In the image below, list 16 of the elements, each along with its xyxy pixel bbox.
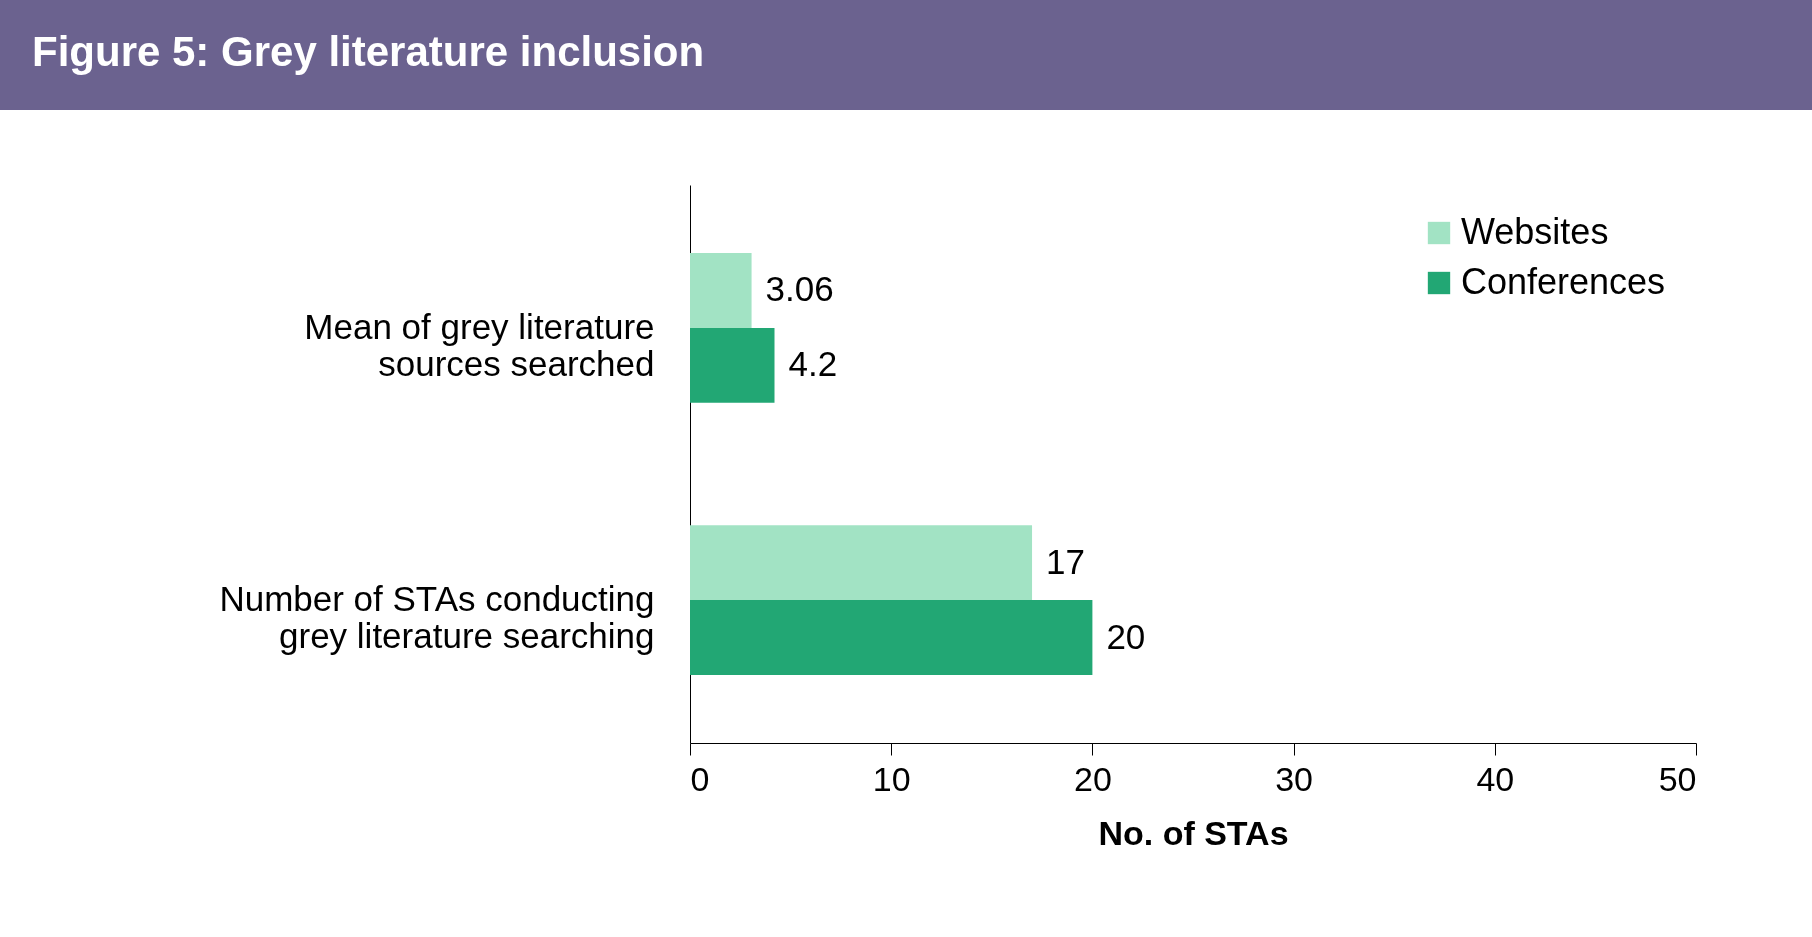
x-tick-label: 30	[1275, 759, 1314, 798]
x-tick-label: 20	[1073, 759, 1112, 798]
data-label: 20	[1106, 616, 1146, 656]
legend-label: Conferences	[1461, 261, 1666, 302]
data-label: 4.2	[788, 344, 838, 384]
y-tick-label: Number of STAs conducting grey literature searching	[219, 579, 655, 656]
x-tick-label: 10	[872, 759, 911, 798]
x-tick-label: 50	[1658, 759, 1697, 798]
x-axis-title: No. of STAs	[1098, 813, 1289, 852]
x-tick-label: 40	[1476, 759, 1515, 798]
data-label: 3.06	[765, 269, 834, 309]
y-tick-label: Mean of grey literature sources searched	[304, 306, 655, 383]
x-tick-label: 0	[690, 759, 710, 798]
chart-title: Figure 5: Grey literature inclusion	[32, 28, 705, 75]
data-label: 17	[1046, 541, 1085, 581]
legend-label: Websites	[1461, 211, 1609, 252]
